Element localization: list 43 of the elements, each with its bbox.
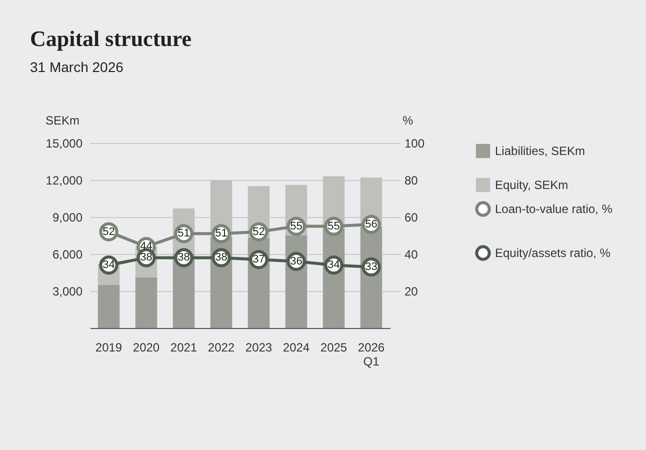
x-tick-label: 2023 [245, 340, 272, 354]
bar [135, 277, 158, 328]
data-label: 52 [102, 226, 115, 238]
x-tick-label: 2025 [320, 340, 348, 354]
legend-label: Equity, SEKm [495, 178, 568, 192]
data-label: 38 [140, 252, 152, 264]
legend-label: Equity/assets ratio, % [495, 246, 611, 260]
data-label: 55 [290, 220, 302, 232]
data-label: 51 [215, 228, 228, 240]
data-label: 55 [328, 220, 340, 232]
legend-label: Liabilities, SEKm [495, 144, 586, 158]
x-tick-label: 2020 [132, 340, 160, 354]
y-tick-label: 15,000 [46, 136, 83, 150]
y-tick-label: 9,000 [52, 210, 83, 224]
x-tick-label: 2024 [282, 340, 310, 354]
data-label: 38 [178, 252, 190, 264]
data-label: 33 [365, 260, 378, 273]
data-label: 34 [102, 259, 115, 272]
chart-subtitle: 31 March 2026 [30, 59, 124, 75]
legend-label: Loan-to-value ratio, % [495, 202, 613, 216]
x-tick-label: 2026 Q1 [358, 340, 385, 368]
x-tick-label: 2019 [95, 340, 122, 354]
data-label: 51 [178, 228, 190, 240]
y2-tick-label: 20 [404, 284, 418, 298]
y-tick-label: 6,000 [52, 248, 83, 262]
y2-tick-label: 60 [404, 210, 418, 224]
x-tick-label: 2021 [170, 340, 198, 354]
y2-tick-label: 80 [404, 174, 418, 188]
data-label: 56 [365, 218, 378, 230]
data-label: 36 [290, 255, 302, 268]
y2-tick-label: 40 [404, 248, 418, 262]
x-tick-label: 2022 [208, 340, 235, 354]
data-label: 37 [252, 254, 265, 266]
y-axis-title: SEKm [46, 114, 80, 128]
y-tick-label: 12,000 [46, 174, 83, 188]
y-tick-label: 3,000 [52, 284, 83, 298]
bar [98, 284, 120, 328]
data-label: 34 [328, 259, 340, 272]
y2-tick-label: 100 [404, 136, 425, 150]
chart-title: Capital structure [30, 26, 192, 51]
y2-axis-title: % [402, 114, 414, 128]
data-label: 38 [215, 252, 228, 264]
data-label: 52 [252, 226, 265, 238]
